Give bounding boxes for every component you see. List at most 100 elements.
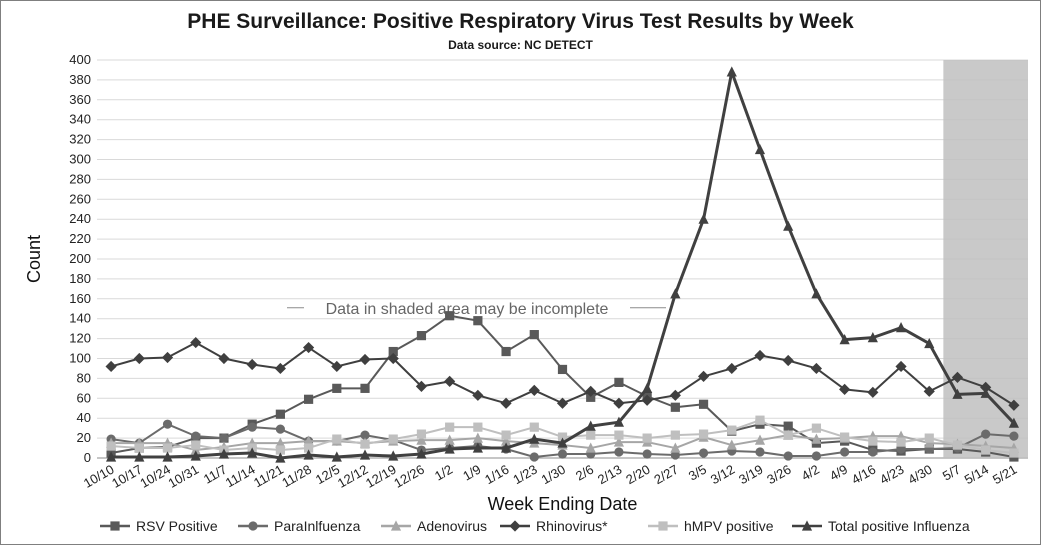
data-point (218, 352, 230, 365)
y-tick-label: 180 (69, 271, 91, 286)
data-point (782, 354, 794, 367)
legend-label: Total positive Influenza (828, 518, 970, 534)
data-point (726, 362, 738, 375)
data-point (191, 431, 201, 441)
data-point (445, 311, 455, 321)
data-point (557, 364, 568, 375)
y-tick-label: 200 (69, 251, 91, 266)
y-tick-label: 240 (69, 211, 91, 226)
data-point (783, 421, 793, 431)
data-point (162, 419, 173, 429)
data-point (980, 387, 991, 398)
data-point (133, 352, 145, 365)
y-tick-label: 280 (69, 171, 91, 186)
data-point (332, 434, 342, 444)
legend-swatch-marker (390, 520, 402, 531)
annotation: Data in shaded area may be incomplete (287, 301, 666, 318)
data-point (387, 352, 399, 365)
data-point (810, 362, 823, 375)
legend-label: Rhinovirus* (536, 518, 608, 534)
data-point (162, 451, 173, 462)
data-point (670, 430, 680, 440)
data-point (586, 430, 596, 440)
data-point (416, 434, 427, 445)
data-point (416, 448, 427, 459)
legend-label: hMPV positive (684, 518, 774, 534)
data-point (556, 397, 569, 409)
data-point (980, 381, 992, 393)
data-point (613, 416, 625, 427)
data-point (106, 451, 117, 462)
data-point (190, 336, 202, 349)
data-point (444, 434, 455, 445)
x-tick-label: 2/6 (573, 462, 596, 484)
x-tick-label: 10/31 (166, 462, 202, 491)
data-point (754, 349, 766, 362)
data-point (839, 383, 851, 395)
x-tick-label: 5/7 (940, 462, 963, 484)
legend-swatch-marker (509, 520, 521, 532)
data-point (529, 433, 540, 444)
data-point (360, 439, 370, 449)
data-point (445, 422, 455, 432)
y-tick-label: 0 (84, 450, 91, 465)
data-point (811, 433, 822, 444)
data-point (670, 402, 680, 412)
data-point (755, 447, 765, 457)
x-tick-label: 2/13 (595, 462, 624, 488)
legend-swatch-marker (658, 521, 668, 531)
data-point (303, 435, 314, 446)
data-point (839, 333, 850, 345)
data-point (698, 213, 709, 224)
x-tick-label: 1/9 (460, 462, 483, 484)
x-tick-label: 3/19 (736, 462, 765, 488)
data-point (811, 288, 822, 299)
data-point (840, 432, 850, 442)
data-point (134, 451, 145, 462)
x-tick-label: 3/12 (708, 462, 737, 488)
y-tick-label: 100 (69, 351, 91, 366)
data-point (1008, 399, 1020, 411)
series-layer (105, 66, 1020, 463)
data-point (868, 447, 878, 457)
data-point (473, 422, 483, 432)
y-tick-label: 40 (77, 410, 91, 425)
data-point (388, 346, 398, 357)
y-tick-label: 400 (69, 52, 91, 67)
x-tick-label: 4/16 (849, 462, 878, 488)
y-tick-label: 60 (77, 390, 91, 405)
data-point (472, 442, 483, 453)
data-point (586, 392, 596, 402)
y-tick-label: 360 (69, 92, 91, 107)
data-point (275, 452, 286, 463)
data-point (670, 442, 681, 453)
data-point (246, 358, 258, 371)
data-point (501, 346, 511, 357)
data-point (641, 394, 653, 406)
legend-item: RSV Positive (100, 518, 218, 534)
x-tick-label: 3/26 (764, 462, 793, 488)
data-point (416, 429, 427, 439)
data-point (896, 444, 906, 454)
data-point (416, 331, 427, 341)
y-tick-label: 20 (77, 430, 91, 445)
data-point (191, 440, 201, 450)
data-point (274, 362, 286, 375)
x-tick-label: 4/2 (799, 462, 822, 484)
data-point (895, 322, 907, 333)
data-point (642, 433, 652, 443)
x-tick-label: 1/16 (482, 462, 511, 488)
data-point (388, 450, 399, 461)
data-point (219, 433, 229, 443)
data-point (642, 449, 652, 459)
y-tick-labels: 0 20 40 60 80 100 120 140 160 180 200 220 240 260 280 3… (69, 52, 91, 465)
data-point (500, 397, 512, 409)
legend-item: ParaInlfuenza (238, 518, 361, 534)
y-tick-label: 120 (69, 331, 91, 346)
data-point (698, 429, 709, 439)
data-point (106, 441, 116, 451)
x-tick-label: 2/20 (623, 462, 652, 488)
y-axis-title: Count (24, 235, 44, 283)
data-point (275, 437, 286, 448)
